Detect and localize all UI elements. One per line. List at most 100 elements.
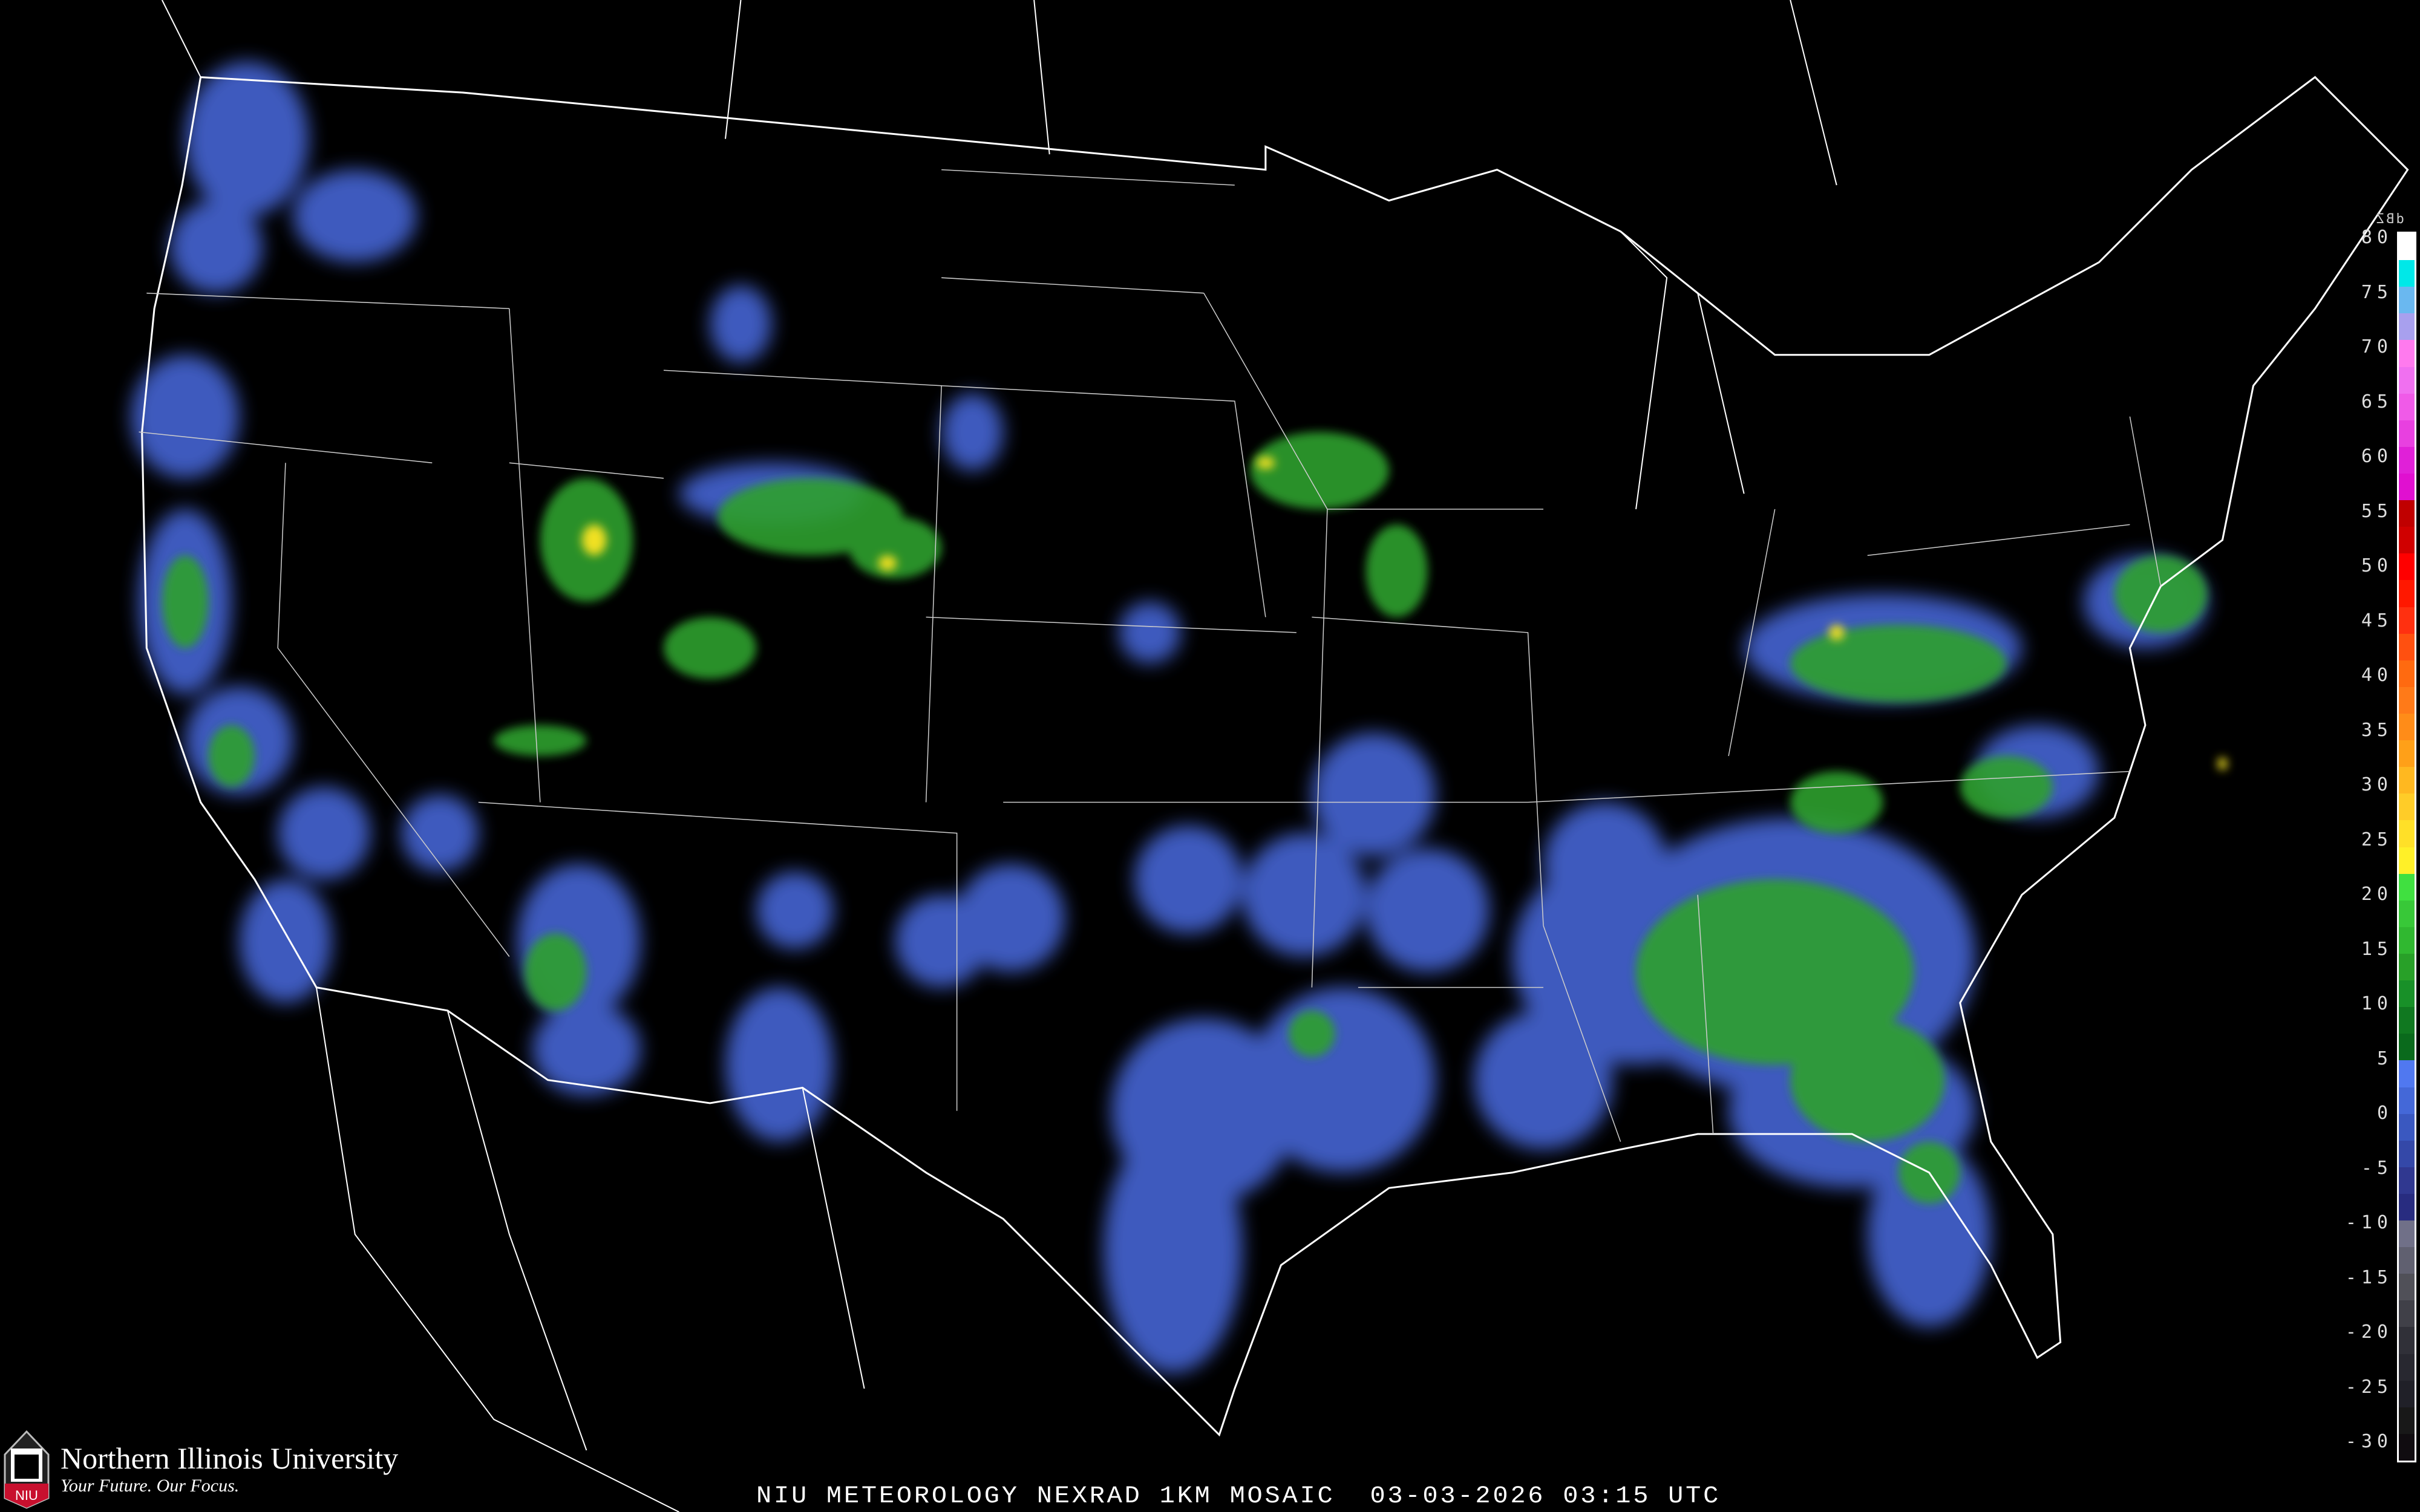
color-scale-segment <box>2399 927 2415 954</box>
radar-echo <box>1828 625 1845 640</box>
radar-echo <box>401 794 479 872</box>
us-boundary <box>141 76 2409 1437</box>
legend-tick-label: 55 <box>2361 500 2393 522</box>
radar-echo <box>941 393 1004 471</box>
color-scale-segment <box>2399 740 2415 767</box>
legend-tick-label: 5 <box>2376 1048 2393 1069</box>
legend-tick-label: -25 <box>2345 1376 2393 1398</box>
legend-tick-label: -5 <box>2361 1157 2393 1179</box>
legend-tick-label: 15 <box>2361 938 2393 960</box>
color-scale-segment <box>2399 1193 2415 1221</box>
university-tagline: Your Future. Our Focus. <box>60 1476 240 1496</box>
radar-echo <box>494 725 587 756</box>
radar-echo <box>878 555 897 571</box>
radar-echo <box>208 725 255 787</box>
color-scale-segment <box>2399 1167 2415 1194</box>
radar-echo <box>756 872 834 949</box>
legend-tick-label: -10 <box>2345 1212 2393 1233</box>
radar-echo <box>278 787 371 880</box>
color-scale-segment <box>2399 553 2415 581</box>
color-scale-segment <box>2399 340 2415 367</box>
radar-echo <box>1867 1141 1991 1327</box>
legend-tick-label: 45 <box>2361 610 2393 631</box>
color-scale-segment <box>2399 820 2415 847</box>
radar-echo <box>1250 432 1389 509</box>
radar-echo <box>849 516 942 579</box>
color-scale-segment <box>2399 287 2415 314</box>
legend-tick-label: 35 <box>2361 719 2393 741</box>
radar-echo <box>1790 771 1883 833</box>
canada-mexico-lines <box>161 0 1837 1512</box>
color-scale-segment <box>2399 527 2415 554</box>
legend-unit: dBZ <box>2375 212 2404 227</box>
dbz-color-scale <box>2397 232 2416 1462</box>
color-scale-segment <box>2399 1300 2415 1328</box>
radar-echo <box>1790 1018 1945 1142</box>
radar-echo <box>1256 457 1275 469</box>
legend-tick-label: 30 <box>2361 774 2393 795</box>
color-scale-segment <box>2399 1354 2415 1381</box>
color-scale-segment <box>2399 1247 2415 1274</box>
legend-tick-label: 40 <box>2361 665 2393 686</box>
radar-echo <box>1289 1010 1335 1057</box>
color-scale-segment <box>2399 420 2415 447</box>
color-scale-segment <box>2399 1220 2415 1248</box>
radar-echo <box>2217 757 2228 770</box>
color-scale-segment <box>2399 847 2415 874</box>
color-scale-segment <box>2399 793 2415 821</box>
legend-tick-label: -30 <box>2345 1431 2393 1452</box>
radar-echo <box>663 617 756 679</box>
color-scale-segment <box>2399 313 2415 341</box>
color-scale-segment <box>2399 660 2415 687</box>
color-scale-segment <box>2399 446 2415 474</box>
legend-tick-label: 0 <box>2376 1103 2393 1124</box>
university-name: Northern Illinois University <box>60 1441 399 1475</box>
color-scale-segment <box>2399 1113 2415 1141</box>
color-scale-segment <box>2399 1060 2415 1087</box>
legend-tick-label: 80 <box>2361 227 2393 248</box>
radar-echo <box>2114 555 2207 633</box>
legend-tick-label: 75 <box>2361 281 2393 303</box>
radar-echo <box>957 864 1065 973</box>
light-echoes <box>131 62 2207 1374</box>
color-scale-segment <box>2399 873 2415 901</box>
legend-tick-label: 70 <box>2361 336 2393 357</box>
radar-echo <box>131 354 240 478</box>
legend-tick-label: 65 <box>2361 391 2393 412</box>
color-scale-segment <box>2399 686 2415 714</box>
color-scale-segment <box>2399 980 2415 1008</box>
radar-echo <box>581 524 607 556</box>
color-scale-segment <box>2399 1407 2415 1434</box>
radar-echo <box>239 879 332 1003</box>
color-scale-segment <box>2399 500 2415 527</box>
legend-tick-label: -15 <box>2345 1266 2393 1288</box>
color-scale-segment <box>2399 767 2415 794</box>
color-scale-segment <box>2399 367 2415 394</box>
color-scale-segment <box>2399 580 2415 607</box>
color-scale-segment <box>2399 633 2415 660</box>
niu-logo-icon: NIU <box>4 1430 50 1509</box>
map-title: NIU METEOROLOGY NEXRAD 1KM MOSAIC 03-03-… <box>756 1483 1721 1510</box>
color-scale-segment <box>2399 1433 2415 1461</box>
radar-echo <box>710 285 772 363</box>
color-scale-segment <box>2399 1274 2415 1301</box>
heavy-echoes <box>581 457 2228 770</box>
color-scale-segment <box>2399 607 2415 634</box>
legend-tick-label: 10 <box>2361 993 2393 1014</box>
color-scale-segment <box>2399 1327 2415 1354</box>
radar-echo <box>1242 833 1366 957</box>
color-scale-segment <box>2399 260 2415 287</box>
color-scale-segment <box>2399 953 2415 981</box>
radar-echo <box>1960 756 2053 818</box>
radar-echo <box>525 933 587 1011</box>
color-scale-segment <box>2399 713 2415 741</box>
color-scale-segment <box>2399 900 2415 927</box>
logo-text: NIU <box>15 1488 38 1503</box>
color-scale-segment <box>2399 233 2415 261</box>
radar-echo <box>1312 732 1436 856</box>
radar-echo <box>1134 825 1243 934</box>
legend-tick-label: 60 <box>2361 446 2393 467</box>
radar-echo <box>185 62 309 217</box>
